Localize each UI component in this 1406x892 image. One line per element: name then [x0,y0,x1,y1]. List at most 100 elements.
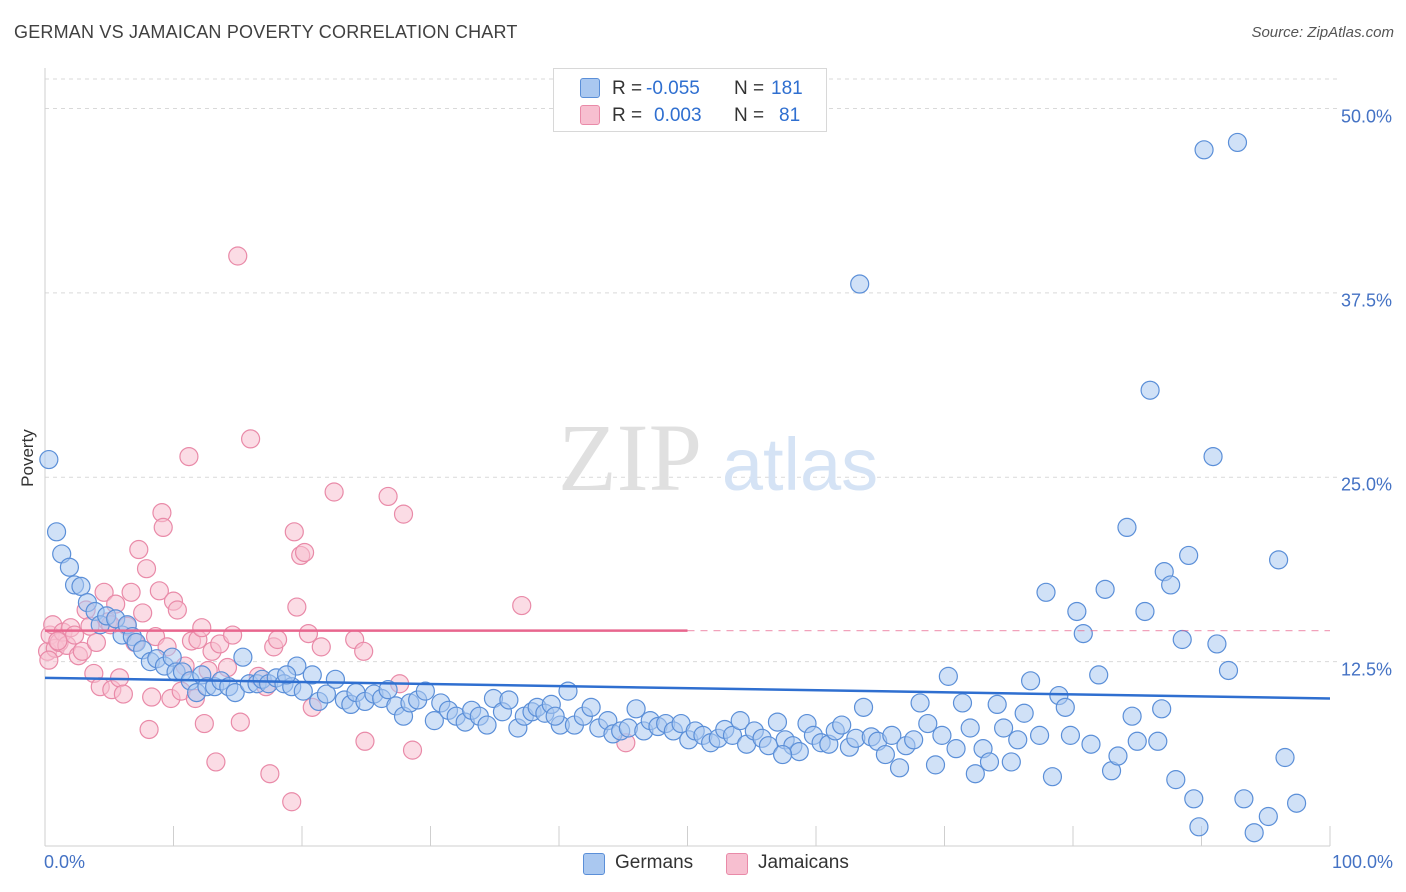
n-label: N = [734,78,765,99]
german-point [1268,550,1289,570]
german-point [1060,725,1081,745]
german-point [925,755,946,775]
german-point [1135,601,1155,622]
german-point [1152,699,1172,719]
german-point [1108,746,1128,766]
n-value: 81 [779,105,801,126]
german-point [626,699,646,719]
german-point [1189,817,1209,837]
jamaican-point [179,447,199,467]
german-point [46,522,67,542]
watermark: ZIP atlas [558,404,878,511]
german-point [1036,582,1056,602]
jamaican-point [139,719,159,740]
german-point [1244,823,1264,843]
german-point [293,681,313,701]
jamaican-point [39,650,59,670]
german-point [882,725,902,745]
y-tick-label: 50.0% [1340,106,1392,126]
n-label: N = [734,105,765,126]
r-label: R = [612,78,643,99]
r-value: 0.003 [654,105,702,126]
jamaican-point [94,582,114,602]
jamaican-point [230,712,250,732]
jamaicans-legend-label: Jamaicans [758,852,849,873]
german-point [59,557,80,577]
german-point [1122,706,1142,726]
german-point [39,449,59,470]
jamaican-point [284,522,304,542]
jamaican-point [206,752,226,772]
stats-legend: R = -0.055 N = 181 R = 0.003 N = 81 [553,68,827,132]
germans-swatch [580,78,600,98]
german-point [1148,731,1168,751]
german-point [1184,789,1204,809]
german-point [1029,725,1050,745]
jamaican-point [298,623,319,644]
source-label: Source: ZipAtlas.com [1251,24,1394,41]
watermark-zip: ZIP [558,404,702,511]
jamaican-point [86,632,107,653]
german-point [1067,601,1087,622]
jamaican-point [72,641,92,661]
r-label: R = [612,105,643,126]
german-point [987,694,1007,715]
german-point [767,712,788,732]
jamaican-point [282,792,302,812]
jamaican-point [378,486,398,507]
jamaican-point [354,641,374,661]
jamaicans-swatch [580,105,600,125]
y-tick-label: 12.5% [1340,659,1392,680]
n-value: 181 [771,78,803,99]
germans-legend-label: Germans [615,852,694,873]
german-point [424,711,444,731]
german-point [832,715,852,735]
jamaican-point [241,429,261,449]
german-point [1161,575,1181,595]
jamaican-point [287,597,307,617]
german-point [1081,734,1101,754]
jamaican-point [153,517,173,538]
german-point [1089,665,1109,685]
german-point [1194,140,1214,160]
german-point [233,647,253,667]
legend-row-jamaicans: R = 0.003 N = 81 [554,102,826,128]
german-point [325,669,346,689]
german-point [581,697,601,717]
german-point [758,736,779,756]
german-point [1179,545,1199,566]
germans-legend-swatch [583,853,605,875]
jamaican-point [402,740,423,760]
german-point [1275,747,1295,768]
chart-title: GERMAN VS JAMAICAN POVERTY CORRELATION C… [14,22,518,42]
jamaican-point [355,731,375,751]
german-point [1258,806,1278,827]
german-point [1203,447,1223,467]
german-point [415,681,435,701]
german-point [378,680,398,700]
german-point [772,744,793,765]
jamaican-point [167,600,187,620]
german-point [1140,380,1160,400]
x-tick-label-min: 0.0% [44,852,86,872]
jamaican-point [149,581,169,601]
german-point [904,730,924,750]
german-point [875,744,895,765]
german-point [1227,132,1248,153]
german-point [1073,623,1093,644]
german-point [965,764,985,784]
german-point [1172,629,1192,650]
jamaican-point [113,684,133,704]
german-point [910,693,930,713]
jamaican-point [324,482,344,502]
jamaican-point [129,539,149,560]
german-point [938,666,958,686]
german-trend-line [44,676,1331,700]
r-value: -0.055 [646,78,700,99]
german-point [960,718,980,738]
german-point [952,693,973,713]
jamaican-point [194,713,214,734]
german-point [1286,793,1307,813]
trend-lines [44,629,1331,700]
german-point [71,576,91,597]
